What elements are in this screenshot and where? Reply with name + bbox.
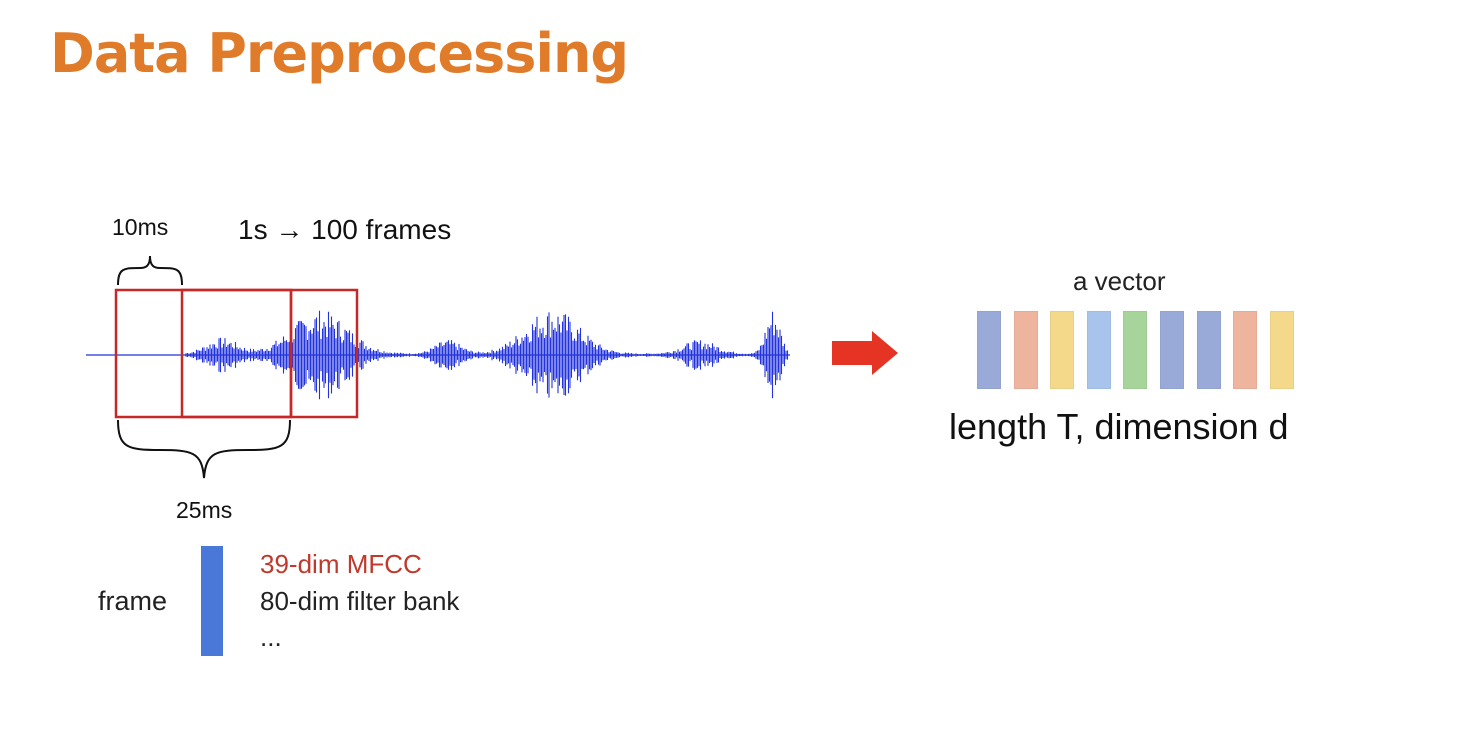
vector-cell xyxy=(1197,311,1221,389)
vector-cell xyxy=(1160,311,1184,389)
frame-window-2 xyxy=(180,288,359,419)
waveform-trace xyxy=(185,310,789,400)
right-arrow xyxy=(832,331,898,375)
stride-brace xyxy=(117,255,183,286)
vector-cell xyxy=(1050,311,1074,389)
frame-rate-label: 1s → 100 frames xyxy=(238,214,452,245)
stride-label: 10ms xyxy=(112,214,169,240)
vector-label: a vector xyxy=(1073,266,1166,296)
filter-bank-feature-label: 80-dim filter bank xyxy=(260,586,460,616)
window-brace xyxy=(117,419,291,479)
frame-label: frame xyxy=(98,586,168,616)
vector-cell xyxy=(977,311,1001,389)
audio-waveform xyxy=(185,310,789,400)
window-length-label: 25ms xyxy=(176,497,233,523)
more-features-label: ... xyxy=(260,622,282,652)
vector-cell xyxy=(1087,311,1111,389)
vector-cell xyxy=(1270,311,1294,389)
vector-cell xyxy=(1233,311,1257,389)
vector-cell xyxy=(1123,311,1147,389)
mfcc-feature-label: 39-dim MFCC xyxy=(260,549,422,579)
slide-title: Data Preprocessing xyxy=(50,22,629,85)
length-dimension-label: length T, dimension d xyxy=(949,406,1289,447)
vector-cell xyxy=(1014,311,1038,389)
frame-feature-bar xyxy=(201,546,223,656)
